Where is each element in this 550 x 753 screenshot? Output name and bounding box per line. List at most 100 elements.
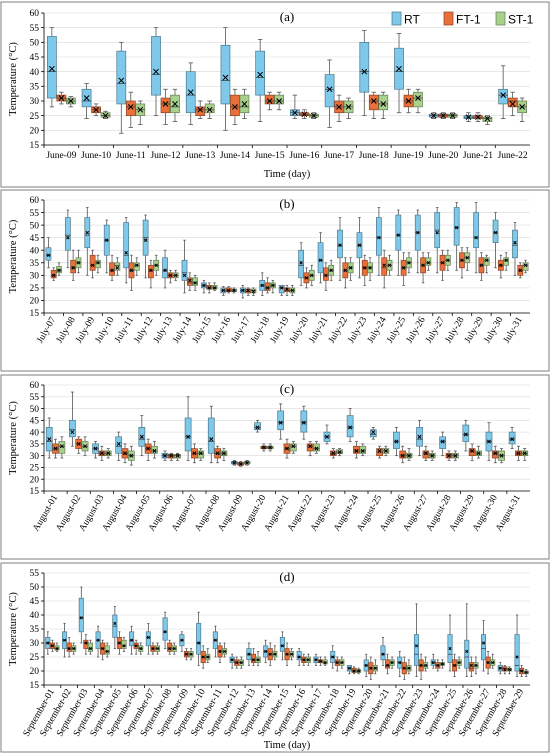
y-tick-label: 45 xyxy=(30,417,40,427)
mean-marker xyxy=(104,238,109,242)
box-st-1 xyxy=(359,443,367,457)
mean-marker xyxy=(453,453,458,458)
box-iqr xyxy=(422,450,430,459)
box-st-1 xyxy=(289,648,295,661)
y-tick-label: 55 xyxy=(30,393,40,403)
box-ft-1 xyxy=(400,252,407,286)
x-axis-label: Time (day) xyxy=(264,169,311,180)
box-ft-1 xyxy=(200,645,206,669)
box-st-1 xyxy=(406,252,412,274)
box-iqr xyxy=(385,659,391,669)
box-iqr xyxy=(151,445,158,454)
mean-marker xyxy=(301,111,308,118)
box-iqr xyxy=(207,417,215,454)
box-st-1 xyxy=(439,659,445,669)
mean-marker xyxy=(291,109,298,116)
box-st-1 xyxy=(389,656,395,669)
panel-label: (a) xyxy=(280,9,294,24)
box-iqr xyxy=(425,257,432,266)
mean-marker xyxy=(247,652,251,656)
box-iqr xyxy=(181,259,188,281)
box-rt xyxy=(492,212,499,269)
box-st-1 xyxy=(114,257,121,276)
mean-marker xyxy=(509,101,516,107)
mean-marker xyxy=(419,663,423,667)
mean-marker xyxy=(498,666,502,670)
box-rt xyxy=(45,417,53,459)
mean-marker xyxy=(276,98,283,104)
mean-marker xyxy=(309,273,314,278)
x-tick-label: June-15 xyxy=(255,151,285,161)
box-rt xyxy=(92,441,99,459)
box-ft-1 xyxy=(438,112,449,119)
box-rt xyxy=(346,408,354,442)
box-st-1 xyxy=(308,264,315,286)
mean-marker xyxy=(168,273,173,278)
mean-marker xyxy=(402,666,406,670)
box-st-1 xyxy=(274,91,284,111)
mean-marker xyxy=(139,647,143,651)
y-tick-label: 45 xyxy=(30,597,40,607)
mean-marker xyxy=(370,98,377,104)
box-rt xyxy=(394,33,404,114)
box-iqr xyxy=(381,257,388,276)
box-rt xyxy=(116,41,127,134)
box-st-1 xyxy=(71,642,77,655)
box-iqr xyxy=(337,229,343,259)
mean-marker xyxy=(306,658,310,662)
box-iqr xyxy=(254,422,261,431)
x-tick-label: June-10 xyxy=(81,151,111,161)
mean-marker xyxy=(390,661,394,665)
mean-marker xyxy=(284,446,290,451)
box-ft-1 xyxy=(66,637,72,658)
box-rt xyxy=(112,606,118,649)
mean-marker xyxy=(143,238,148,242)
mean-marker xyxy=(364,663,368,667)
mean-marker xyxy=(301,420,306,425)
box-iqr xyxy=(83,639,89,649)
box-st-1 xyxy=(521,448,529,461)
box-st-1 xyxy=(220,448,228,461)
y-axis-label: Temperature (°C) xyxy=(8,592,19,666)
box-st-1 xyxy=(222,642,228,658)
mean-marker xyxy=(88,647,93,651)
mean-marker xyxy=(516,451,521,456)
mean-marker xyxy=(475,114,481,121)
box-iqr xyxy=(192,277,198,286)
mean-marker xyxy=(76,261,81,265)
box-st-1 xyxy=(289,441,297,454)
box-st-1 xyxy=(483,254,490,274)
box-iqr xyxy=(279,637,285,652)
mean-marker xyxy=(396,233,401,237)
box-ft-1 xyxy=(299,109,310,119)
box-rt xyxy=(430,653,436,669)
mean-marker xyxy=(66,235,70,240)
mean-marker xyxy=(268,445,273,450)
box-iqr xyxy=(483,257,490,266)
mean-marker xyxy=(139,434,144,439)
box-iqr xyxy=(250,653,257,663)
mean-marker xyxy=(221,288,226,293)
mean-marker xyxy=(457,661,461,665)
box-ft-1 xyxy=(368,91,379,119)
box-rt xyxy=(115,431,123,461)
box-iqr xyxy=(160,97,171,114)
mean-marker xyxy=(474,235,478,240)
box-rt xyxy=(123,217,130,284)
mean-marker xyxy=(491,661,495,665)
box-iqr xyxy=(492,219,499,244)
y-tick-label: 40 xyxy=(30,428,40,438)
mean-marker xyxy=(106,451,111,456)
box-rt xyxy=(231,459,238,466)
mean-marker xyxy=(55,647,59,651)
box-rt xyxy=(246,642,252,666)
x-tick-label: June-12 xyxy=(150,151,180,161)
mean-marker xyxy=(369,666,373,670)
mean-marker xyxy=(297,655,301,659)
box-rt xyxy=(138,415,146,457)
y-tick-label: 15 xyxy=(30,309,40,319)
mean-marker xyxy=(362,266,367,270)
box-st-1 xyxy=(523,669,529,677)
mean-marker xyxy=(476,451,481,456)
box-iqr xyxy=(47,36,57,99)
